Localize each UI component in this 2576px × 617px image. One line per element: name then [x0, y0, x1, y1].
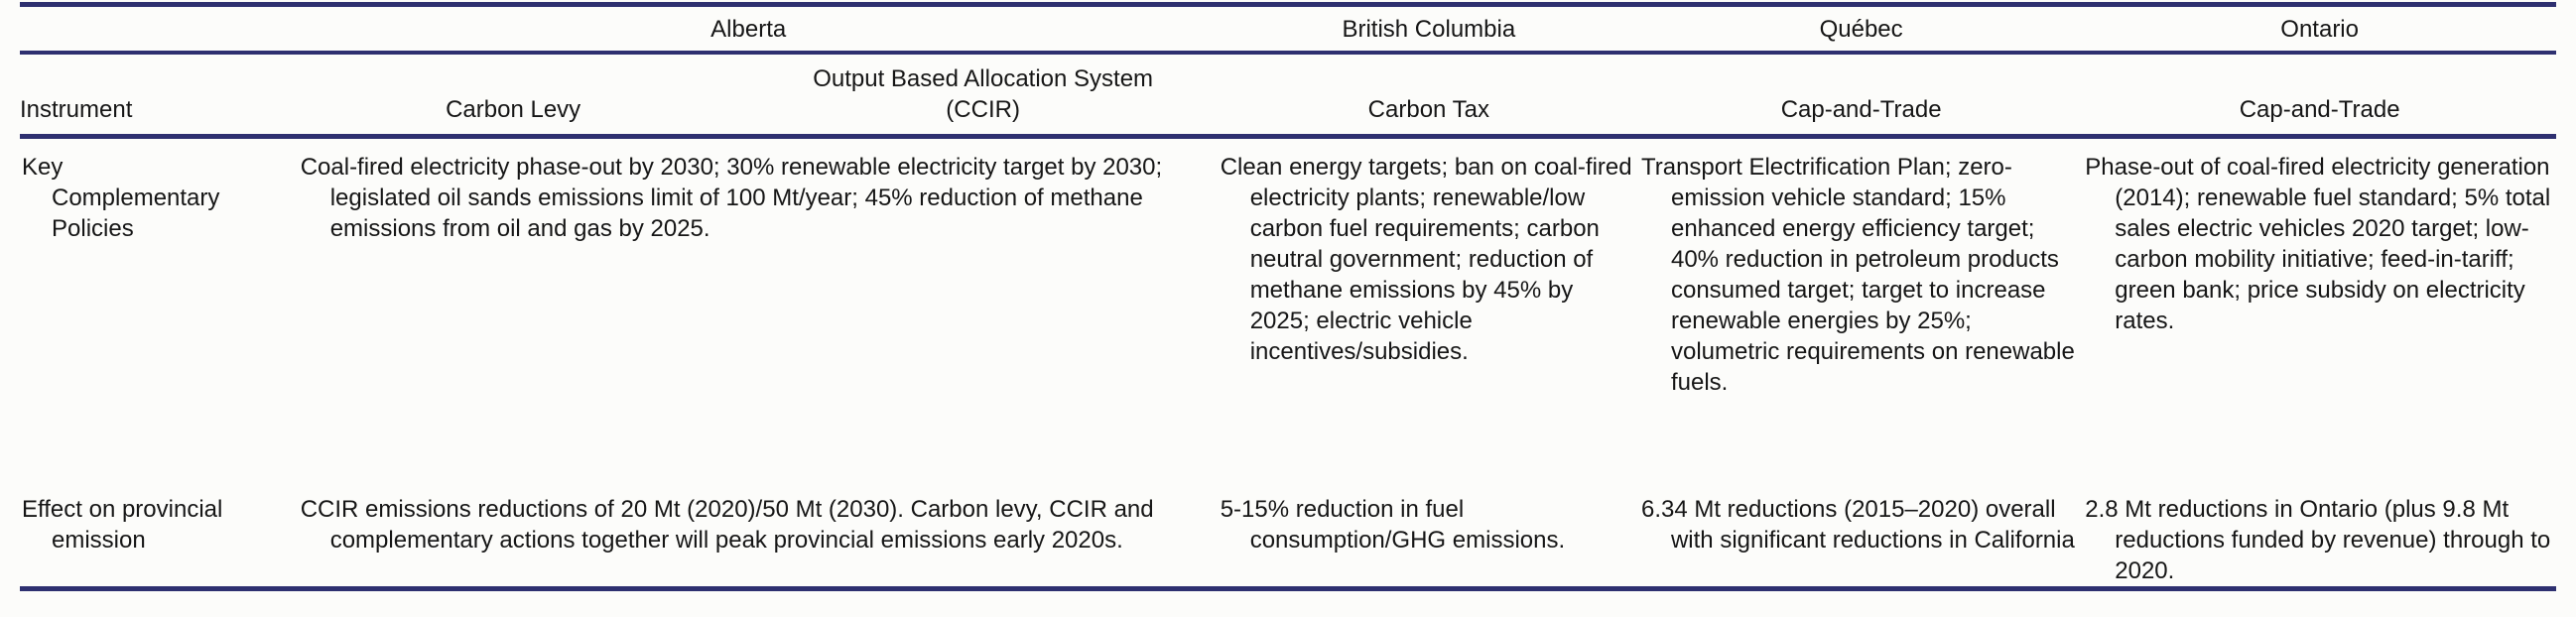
instrument-header-obas-ccir: Output Based Allocation System (CCIR)	[747, 53, 1219, 139]
cell-policies-british-columbia: Clean energy targets; ban on coal-fired …	[1220, 153, 1632, 365]
instrument-header-row: Instrument Carbon Levy Output Based Allo…	[20, 53, 2556, 139]
province-header-quebec: Québec	[1638, 4, 2084, 55]
cell-effect-quebec: 6.34 Mt reductions (2015–2020) overall w…	[1640, 496, 2075, 554]
row-label-key-complementary-policies: Key Complementary Policies	[22, 153, 220, 242]
cell-policies-quebec: Transport Electrification Plan; zero-emi…	[1640, 153, 2075, 396]
row-effect-on-provincial-emission: Effect on provincial emission CCIR emiss…	[20, 481, 2556, 589]
instrument-header-carbon-levy: Carbon Levy	[278, 53, 748, 139]
province-header-spacer	[20, 4, 279, 55]
instrument-header-cap-and-trade-ontario: Cap-and-Trade	[2083, 53, 2556, 139]
instrument-column-header: Instrument	[20, 53, 279, 139]
instrument-header-cap-and-trade-quebec: Cap-and-Trade	[1638, 53, 2084, 139]
cell-effect-alberta: CCIR emissions reductions of 20 Mt (2020…	[300, 496, 1154, 554]
province-header-alberta: Alberta	[278, 4, 1219, 55]
cell-effect-british-columbia: 5-15% reduction in fuel consumption/GHG …	[1220, 496, 1566, 554]
cell-policies-alberta: Coal-fired electricity phase-out by 2030…	[300, 153, 1163, 242]
cell-effect-ontario: 2.8 Mt reductions in Ontario (plus 9.8 M…	[2085, 496, 2551, 584]
instrument-header-carbon-tax: Carbon Tax	[1218, 53, 1639, 139]
cell-policies-ontario: Phase-out of coal-fired electricity gene…	[2085, 153, 2551, 334]
row-label-effect-on-provincial-emission: Effect on provincial emission	[22, 496, 223, 554]
province-header-ontario: Ontario	[2083, 4, 2556, 55]
row-key-complementary-policies: Key Complementary Policies Coal-fired el…	[20, 136, 2556, 481]
province-header-british-columbia: British Columbia	[1218, 4, 1639, 55]
province-header-row: Alberta British Columbia Québec Ontario	[20, 4, 2556, 55]
obas-line2: (CCIR)	[946, 95, 1020, 123]
carbon-policy-comparison-table: Alberta British Columbia Québec Ontario …	[20, 2, 2556, 591]
table-figure: Alberta British Columbia Québec Ontario …	[20, 2, 2556, 591]
obas-line1: Output Based Allocation System	[813, 64, 1154, 92]
